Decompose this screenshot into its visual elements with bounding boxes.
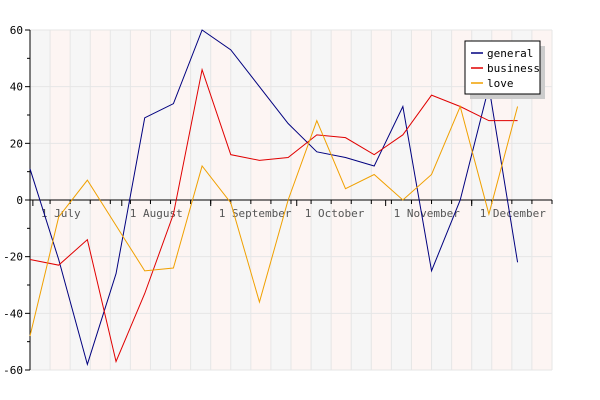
legend-label-general: general [487,47,533,60]
y-tick-label: -40 [3,307,23,320]
y-tick-label: 20 [10,137,23,150]
x-tick-label: 1 November [394,207,461,220]
x-axis-ticks: 1 July 1 August 1 September 1 October 1 Nove… [29,200,553,220]
x-tick-label: 1 August [130,207,183,220]
y-tick-label: 60 [10,24,23,37]
y-tick-label: 40 [10,81,23,94]
series-line-general [29,29,519,367]
y-tick-label: -20 [3,251,23,264]
series-line-love [29,104,519,337]
x-tick-label: 1 December [480,207,547,220]
y-tick-label: 0 [16,194,23,207]
series-lines [29,29,519,367]
legend: general business love [464,40,545,99]
y-axis-ticks: -60 -40 -20 0 20 40 60 [3,24,30,377]
legend-label-business: business [487,62,540,75]
x-tick-label: 1 October [305,207,365,220]
x-tick-label: 1 September [219,207,292,220]
series-line-business [29,67,518,364]
legend-label-love: love [487,77,514,90]
y-tick-label: -60 [3,364,23,377]
